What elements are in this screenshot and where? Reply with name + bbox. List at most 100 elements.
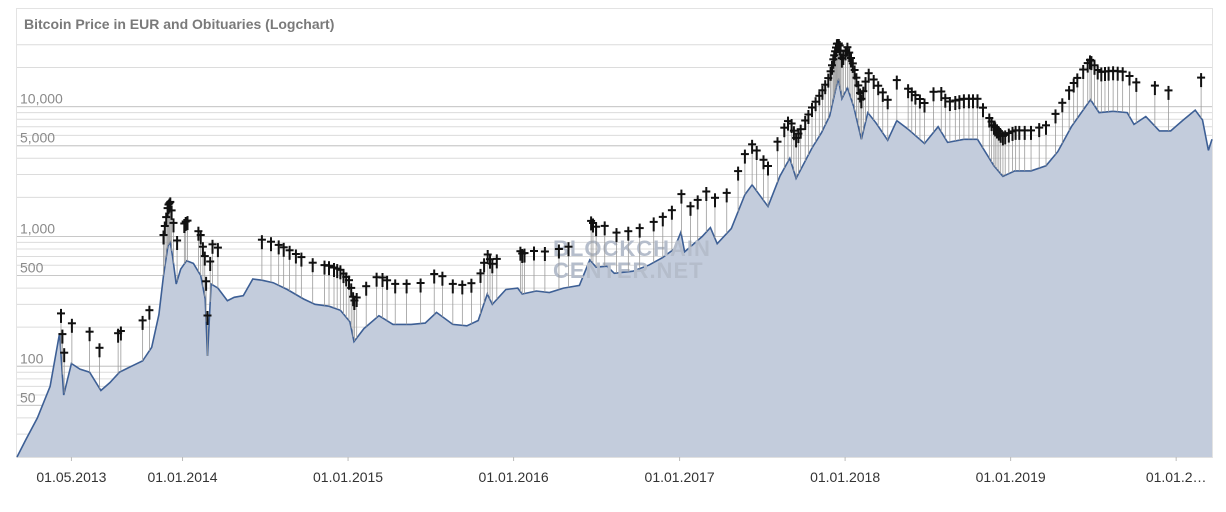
- obituary-cross: [1015, 125, 1024, 140]
- cross-horizontal: [342, 275, 351, 278]
- cross-vertical: [696, 195, 699, 210]
- cross-vertical: [63, 348, 66, 363]
- cross-vertical: [328, 261, 330, 276]
- obituary-cross: [159, 230, 168, 245]
- cross-vertical: [714, 193, 716, 208]
- obituary-cross: [564, 242, 573, 257]
- cross-vertical: [197, 226, 200, 241]
- cross-vertical: [386, 275, 389, 290]
- obituary-cross: [60, 348, 69, 363]
- y-tick-label: 100: [20, 350, 44, 366]
- cross-horizontal: [1093, 69, 1102, 71]
- cross-horizontal: [859, 90, 868, 93]
- cross-horizontal: [1073, 76, 1082, 79]
- cross-horizontal: [383, 279, 392, 282]
- cross-horizontal: [852, 76, 861, 79]
- obituary-cross: [352, 293, 361, 307]
- obituary-cross: [492, 254, 501, 269]
- obituary-cross: [488, 259, 497, 274]
- cross-horizontal: [969, 97, 977, 100]
- cross-vertical: [824, 80, 827, 95]
- cross-vertical: [483, 258, 486, 273]
- cross-vertical: [627, 226, 630, 241]
- obituary-cross: [1058, 98, 1067, 113]
- cross-horizontal: [600, 224, 609, 227]
- x-tick-label: 01.05.2013: [36, 469, 106, 485]
- cross-horizontal: [773, 140, 782, 143]
- obituary-cross: [1150, 81, 1159, 96]
- cross-horizontal: [752, 149, 761, 152]
- obituary-cross: [702, 187, 711, 201]
- cross-horizontal: [920, 102, 929, 104]
- obituary-cross: [850, 65, 859, 80]
- cross-horizontal: [492, 257, 501, 260]
- obituary-cross: [955, 95, 964, 110]
- cross-horizontal: [989, 124, 998, 127]
- obituary-cross: [1125, 71, 1134, 86]
- cross-horizontal: [1058, 101, 1067, 104]
- obituary-cross: [554, 244, 563, 259]
- obituary-cross: [635, 223, 644, 238]
- obituary-cross: [208, 239, 217, 254]
- cross-vertical: [533, 246, 535, 261]
- cross-horizontal: [520, 252, 529, 255]
- cross-horizontal: [711, 196, 719, 199]
- cross-vertical: [176, 236, 179, 250]
- cross-horizontal: [1164, 89, 1173, 92]
- cross-horizontal: [173, 239, 182, 242]
- cross-vertical: [169, 197, 172, 212]
- cross-horizontal: [160, 225, 169, 227]
- obituary-cross: [589, 218, 597, 233]
- cross-vertical: [1038, 123, 1041, 138]
- obituary-cross: [391, 279, 400, 294]
- cross-horizontal: [1132, 81, 1141, 84]
- cross-vertical: [1082, 65, 1085, 79]
- cross-horizontal: [1042, 124, 1050, 127]
- obituary-cross: [864, 68, 873, 83]
- cross-vertical: [355, 293, 358, 307]
- obituary-cross: [959, 94, 968, 109]
- cross-horizontal: [784, 120, 792, 123]
- obituary-cross: [530, 246, 538, 261]
- obituary-cross: [874, 81, 883, 96]
- cross-vertical: [877, 81, 880, 96]
- cross-horizontal: [612, 231, 621, 234]
- y-tick-label: 1,000: [20, 220, 55, 236]
- cross-horizontal: [330, 266, 338, 269]
- x-tick-label: 01.01.2017: [645, 469, 715, 485]
- obituary-cross: [183, 216, 192, 231]
- obituary-cross: [330, 263, 338, 277]
- cross-horizontal: [937, 90, 946, 93]
- obituary-cross: [845, 48, 854, 63]
- cross-horizontal: [847, 57, 855, 59]
- obituary-cross: [362, 281, 371, 296]
- cross-horizontal: [208, 243, 217, 246]
- cross-vertical: [61, 329, 64, 344]
- cross-horizontal: [1020, 129, 1029, 132]
- obituary-cross: [801, 116, 810, 130]
- cross-horizontal: [635, 227, 644, 230]
- cross-horizontal: [1104, 70, 1113, 73]
- obituary-cross: [173, 236, 182, 250]
- cross-horizontal: [792, 136, 801, 139]
- cross-horizontal: [194, 230, 203, 233]
- cross-vertical: [141, 315, 144, 330]
- cross-horizontal: [467, 282, 476, 285]
- cross-vertical: [850, 53, 852, 68]
- obituary-cross: [1113, 66, 1122, 81]
- obituary-cross: [837, 53, 846, 68]
- cross-horizontal: [824, 77, 833, 80]
- cross-vertical: [725, 188, 728, 203]
- cross-vertical: [216, 243, 219, 258]
- cross-vertical: [1089, 55, 1091, 70]
- cross-horizontal: [116, 330, 125, 332]
- cross-horizontal: [198, 245, 207, 248]
- cross-vertical: [1100, 67, 1103, 82]
- cross-vertical: [615, 228, 618, 243]
- cross-vertical: [962, 94, 965, 109]
- cross-vertical: [381, 273, 384, 287]
- cross-vertical: [783, 123, 786, 138]
- cross-vertical: [814, 97, 817, 112]
- obituary-cross: [847, 53, 855, 68]
- cross-vertical: [1107, 66, 1110, 81]
